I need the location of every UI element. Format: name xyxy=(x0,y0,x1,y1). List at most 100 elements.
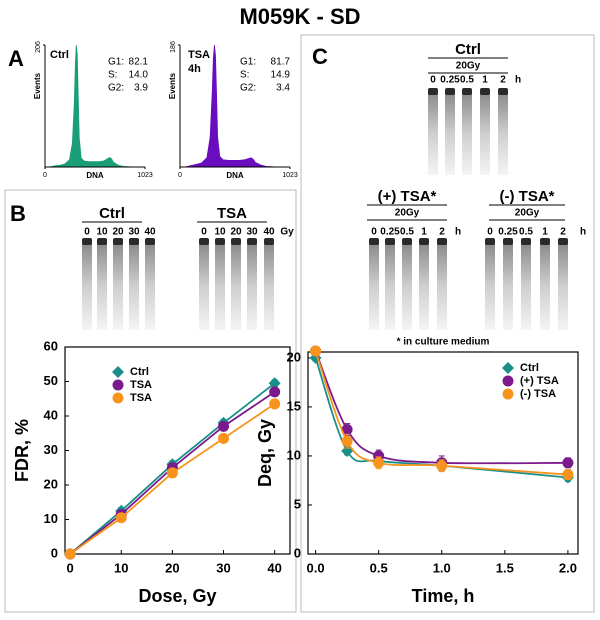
legend-label: Ctrl xyxy=(130,366,149,378)
stat-value: 3.4 xyxy=(276,83,290,94)
gel-band xyxy=(215,238,225,245)
gel-smear xyxy=(437,243,447,330)
gel-smear xyxy=(113,243,123,330)
marker xyxy=(268,377,281,390)
marker xyxy=(373,457,385,469)
lane-label: 0.5 xyxy=(460,75,474,86)
plot-frame xyxy=(307,351,579,555)
lane-unit: h xyxy=(455,227,461,238)
x-tick-label: 0 xyxy=(178,172,182,179)
x-tick-label: 40 xyxy=(267,560,281,575)
lane-label: 1 xyxy=(542,227,548,238)
marker xyxy=(269,386,281,398)
gel-smear xyxy=(97,243,107,330)
histogram-label: TSA xyxy=(188,49,210,61)
gel-smear xyxy=(82,243,92,330)
legend-label: (+) TSA xyxy=(520,375,559,387)
gel-band xyxy=(145,238,155,245)
lane-label: 10 xyxy=(214,227,226,238)
x-axis-label: DNA xyxy=(86,171,104,180)
legend-marker xyxy=(112,366,124,378)
x-tick-label: 1023 xyxy=(282,172,298,179)
gel-band xyxy=(480,88,490,95)
x-tick-label: 0 xyxy=(43,172,47,179)
y-tick-label: 50 xyxy=(44,373,58,388)
gel-smear xyxy=(445,93,455,175)
x-axis-label: DNA xyxy=(226,171,244,180)
marker xyxy=(166,467,178,479)
gel-band xyxy=(558,238,568,245)
gel-band xyxy=(231,238,241,245)
x-tick-label: 2.0 xyxy=(559,560,577,575)
series-line xyxy=(69,403,276,555)
legend-label: TSA xyxy=(130,392,152,404)
legend-label: TSA xyxy=(130,379,152,391)
legend-marker xyxy=(502,388,514,400)
gel-smear xyxy=(199,243,209,330)
lane-label: 10 xyxy=(96,227,108,238)
lane-label: 0.25 xyxy=(498,227,518,238)
gel-smear xyxy=(145,243,155,330)
lane-label: 1 xyxy=(482,75,488,86)
marker xyxy=(562,469,574,481)
gel-band xyxy=(113,238,123,245)
x-tick-label: 20 xyxy=(165,560,179,575)
gel-smear xyxy=(215,243,225,330)
y-tick-label: 5 xyxy=(294,496,301,511)
marker xyxy=(218,432,230,444)
lane-label: 0.25 xyxy=(440,75,460,86)
gel-title: Ctrl xyxy=(99,205,125,222)
lane-unit: h xyxy=(515,75,521,86)
gel-band xyxy=(521,238,531,245)
gel-smear xyxy=(540,243,550,330)
gel-smear xyxy=(231,243,241,330)
y-tick-label: 15 xyxy=(287,398,301,413)
gel-smear xyxy=(558,243,568,330)
lane-label: 0 xyxy=(487,227,493,238)
panel-label: A xyxy=(8,46,24,71)
gel-band xyxy=(445,88,455,95)
stat-name: G2: xyxy=(108,83,124,94)
x-tick-label: 0.5 xyxy=(370,560,388,575)
marker xyxy=(115,512,127,524)
stat-name: S: xyxy=(240,70,249,81)
legend-label: (-) TSA xyxy=(520,388,556,400)
gel-smear xyxy=(428,93,438,175)
gel-title: TSA xyxy=(217,205,247,222)
stat-value: 3.9 xyxy=(134,83,148,94)
x-tick-label: 10 xyxy=(114,560,128,575)
gel-smear xyxy=(419,243,429,330)
x-tick-label: 30 xyxy=(216,560,230,575)
y-axis-label: Deq, Gy xyxy=(255,419,275,487)
lane-label: 0 xyxy=(201,227,207,238)
lane-label: 0 xyxy=(430,75,436,86)
gel-band xyxy=(540,238,550,245)
lane-label: 0 xyxy=(371,227,377,238)
lane-unit: Gy xyxy=(280,227,294,238)
histogram-label: Ctrl xyxy=(50,49,69,61)
gel-band xyxy=(402,238,412,245)
gel-band xyxy=(264,238,274,245)
gel-band xyxy=(97,238,107,245)
gel-band xyxy=(485,238,495,245)
stat-name: G1: xyxy=(240,57,256,68)
gel-band xyxy=(129,238,139,245)
gel-smear xyxy=(369,243,379,330)
gel-smear xyxy=(503,243,513,330)
panel-c-frame xyxy=(300,34,595,613)
y-tick-label: 10 xyxy=(287,447,301,462)
y-axis-label: Events xyxy=(33,72,42,99)
gel-title: (+) TSA* xyxy=(378,188,437,205)
stat-name: G1: xyxy=(108,57,124,68)
gel-band xyxy=(437,238,447,245)
y-tick-label: 40 xyxy=(44,407,58,422)
x-axis-label: Dose, Gy xyxy=(138,586,216,606)
y-tick-label: 60 xyxy=(44,338,58,353)
histogram-label: 4h xyxy=(188,63,201,75)
gel-smear xyxy=(480,93,490,175)
y-tick-label: 20 xyxy=(44,476,58,491)
gel-smear xyxy=(521,243,531,330)
lane-unit: h xyxy=(580,227,586,238)
lane-label: 20 xyxy=(230,227,242,238)
